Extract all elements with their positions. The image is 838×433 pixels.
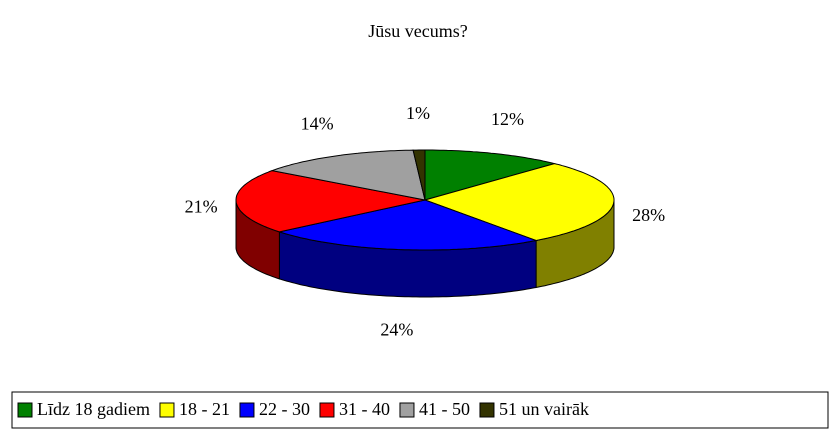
legend-label: 18 - 21: [179, 399, 230, 419]
data-label: 24%: [380, 319, 413, 339]
legend-swatch: [319, 402, 335, 418]
legend-label: 22 - 30: [259, 399, 310, 419]
slice: [235, 170, 426, 233]
chart-title: Jūsu vecums?: [368, 21, 467, 41]
legend-box: [11, 391, 829, 429]
slice: [423, 163, 615, 242]
legend-swatch: [159, 402, 175, 418]
slice: [424, 149, 557, 201]
legend-label: Līdz 18 gadiem: [37, 399, 150, 419]
legend-swatch: [17, 402, 33, 418]
data-label: 12%: [491, 109, 524, 129]
legend-label: 41 - 50: [419, 399, 470, 419]
data-label: 1%: [406, 103, 430, 123]
legend-swatch: [479, 402, 495, 418]
legend-swatch: [399, 402, 415, 418]
slice: [270, 149, 426, 201]
legend-label: 51 un vairāk: [499, 399, 589, 419]
data-label: 28%: [632, 205, 665, 225]
legend-swatch: [239, 402, 255, 418]
slice: [279, 199, 539, 251]
data-label: 14%: [301, 114, 334, 134]
legend-label: 31 - 40: [339, 399, 390, 419]
slice: [412, 149, 426, 201]
data-label: 21%: [185, 197, 218, 217]
